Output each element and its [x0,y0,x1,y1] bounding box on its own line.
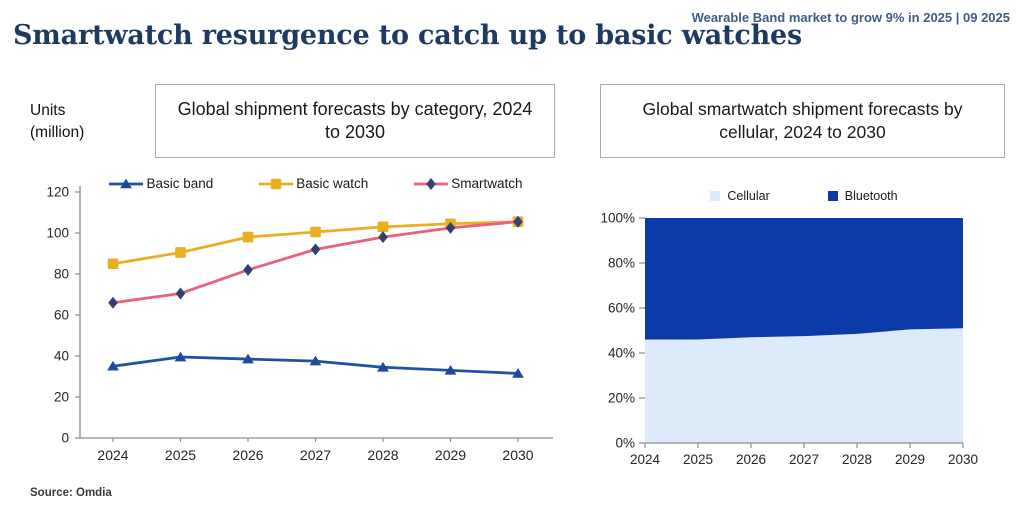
square-marker [242,231,254,243]
tick-label: 80 [54,267,69,282]
triangle-marker [242,353,254,364]
tick-label: 60% [608,301,635,316]
tick-label: 2028 [367,447,398,463]
diamond-marker [108,296,118,309]
basic-watch-legend-marker-icon [259,178,294,189]
diamond-marker [175,287,186,300]
tick-label: 100 [46,226,69,241]
diamond-marker [513,215,523,228]
triangle-marker [444,364,457,375]
triangle-marker [174,351,187,362]
tick-label: 40% [608,346,635,361]
triangle-marker [377,361,389,372]
tick-label: 2029 [435,447,466,463]
diamond-marker [426,177,437,190]
top-note: Wearable Band market to grow 9% in 2025 … [691,10,1010,25]
legend-label: Bluetooth [844,189,898,203]
series-basic-band [107,351,524,378]
tick-label: 2026 [736,452,766,467]
tick-label: 20% [608,391,635,406]
diamond-marker [243,263,253,276]
tick-label: 2027 [789,452,819,467]
triangle-marker [512,368,524,378]
legend-item-bluetooth: Bluetooth [827,189,898,203]
square-marker [310,226,321,238]
source-note: Source: Omdia [30,487,112,499]
legend-label: Basic watch [296,176,369,191]
diamond-marker [445,221,456,234]
square-marker [270,178,282,189]
legend-item-basic-watch: Basic watch [259,176,368,191]
tick-label: 0% [615,436,635,451]
square-marker [107,258,119,270]
series-smartwatch [108,215,523,309]
square-marker [377,221,389,233]
legend-item-smartwatch: Smartwatch [414,176,523,191]
triangle-marker [107,360,119,371]
tick-label: 80% [608,256,635,271]
tick-label: 120 [46,185,69,200]
tick-label: 2026 [232,447,263,463]
tick-label: 40 [54,349,69,364]
smartwatch-legend-marker-icon [414,177,449,190]
tick-label: 2024 [97,447,128,463]
tick-label: 2027 [300,447,331,463]
area-bluetooth [645,218,963,340]
tick-label: 2025 [683,452,713,467]
left-chart-y-axis-title: Units (million) [30,102,85,142]
page-title: Smartwatch resurgence to catch up to bas… [13,20,802,51]
legend-item-cellular: Cellular [710,189,770,203]
line-chart: 0 20 40 60 80 100 120 2024 2025 2026 2027 2028 2029 2… [46,185,553,463]
triangle-marker [309,355,322,366]
cellular-legend-swatch-icon [710,191,721,201]
legend-label: Smartwatch [451,176,523,191]
basic-band-legend-marker-icon [109,178,144,188]
tick-label: 2030 [502,447,533,463]
triangle-marker [120,178,133,188]
tick-label: 2030 [948,452,978,467]
legend-label: Basic band [146,176,214,191]
square-marker [175,247,186,258]
tick-label: 2025 [165,447,196,463]
series-basic-watch [107,216,524,270]
diamond-marker [310,243,321,256]
right-chart-title: Global smartwatch shipment forecasts by … [600,84,1005,158]
area-cellular [645,328,963,443]
legend-label: Cellular [727,189,770,203]
right-chart-legend: Cellular Bluetooth [645,189,963,203]
area-chart: 0% 20% 40% 60% 80% 100% 2024 2025 2026 2027 2028 20… [600,211,978,468]
tick-label: 100% [600,211,635,226]
tick-label: 2024 [630,452,661,467]
tick-label: 2028 [842,452,872,467]
tick-label: 60 [54,308,69,323]
legend-item-basic-band: Basic band [109,176,213,191]
left-chart-legend: Basic band Basic watch Smartwatch [80,176,552,191]
tick-label: 2029 [895,452,925,467]
tick-label: 20 [54,390,69,405]
diamond-marker [378,231,388,244]
bluetooth-legend-swatch-icon [827,191,838,201]
tick-label: 0 [61,431,69,446]
left-chart-title: Global shipment forecasts by category, 2… [155,84,555,158]
